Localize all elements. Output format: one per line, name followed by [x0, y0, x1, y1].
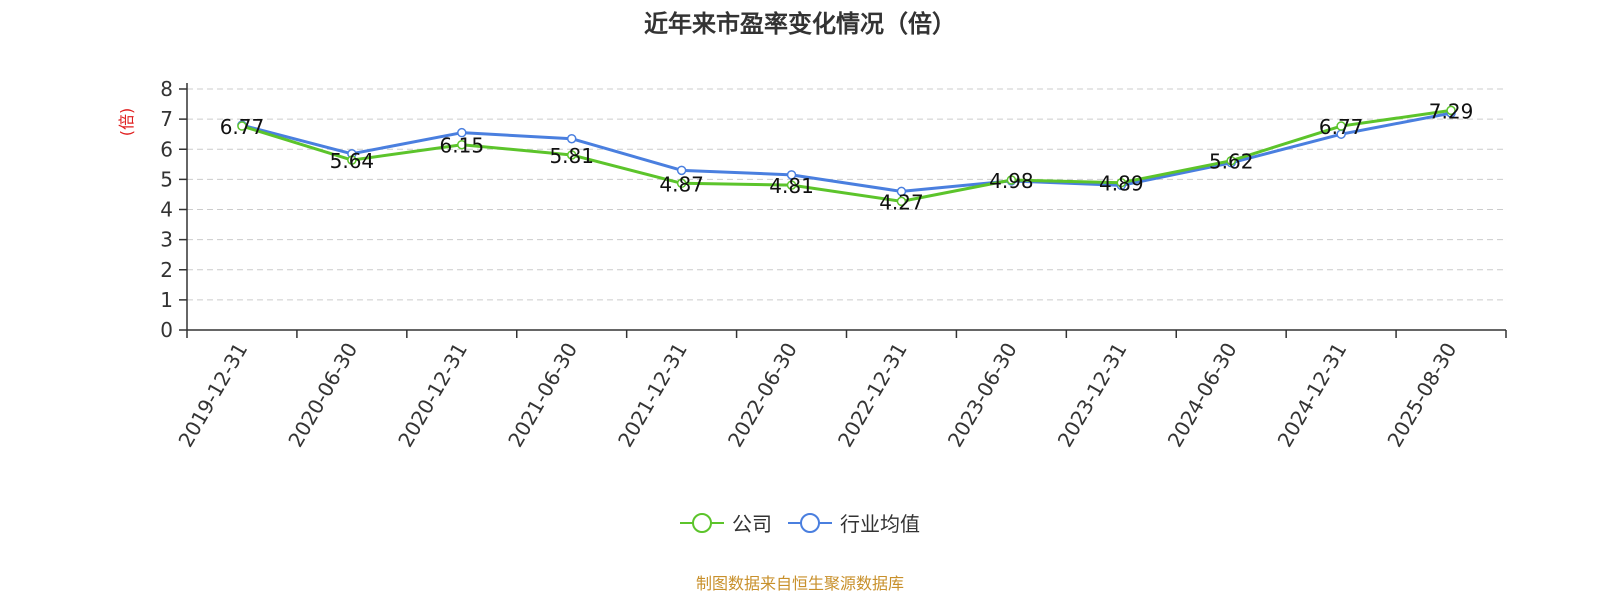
data-label: 6.77: [1319, 115, 1364, 139]
x-tick-label: 2025-08-30: [1382, 339, 1461, 452]
x-tick-label: 2022-06-30: [723, 339, 802, 452]
legend-item-industry-average[interactable]: 行业均值: [788, 508, 920, 537]
data-label: 5.81: [549, 144, 594, 168]
data-label: 6.15: [440, 134, 485, 158]
data-point-company: [786, 180, 797, 190]
y-tick-label: 7: [160, 107, 173, 131]
legend-label-industry-average: 行业均值: [840, 512, 920, 536]
y-tick-label: 4: [160, 198, 173, 222]
data-label: 4.98: [989, 169, 1034, 193]
x-tick-label: 2020-12-31: [393, 339, 472, 452]
data-label: 7.29: [1429, 99, 1474, 123]
data-point-industry-average: [786, 170, 797, 180]
data-point-company: [237, 121, 247, 131]
data-label: 4.81: [769, 174, 814, 198]
y-tick-label: 2: [160, 258, 173, 282]
y-tick-label: 5: [160, 167, 173, 191]
y-tick-label: 1: [160, 288, 173, 312]
data-label: 4.89: [1099, 172, 1144, 196]
data-label: 5.64: [330, 149, 375, 173]
data-point-company: [1226, 155, 1236, 166]
x-tick-label: 2021-06-30: [503, 339, 582, 452]
x-tick-label: 2023-06-30: [943, 339, 1022, 452]
y-tick-label: 3: [160, 228, 173, 252]
data-point-company: [1006, 175, 1017, 185]
source-note: 制图数据来自恒生聚源数据库: [695, 574, 904, 593]
x-tick-label: 2020-06-30: [283, 339, 362, 452]
data-point-industry-average: [676, 165, 687, 176]
data-point-company: [1116, 177, 1127, 188]
data-point-industry-average: [457, 127, 467, 138]
legend-label-company: 公司: [732, 512, 772, 536]
data-point-industry-average: [896, 186, 907, 197]
legend-marker-industry-average: [788, 512, 832, 533]
y-tick-label: 8: [160, 77, 173, 101]
data-point-company: [566, 150, 577, 160]
x-tick-label: 2024-06-30: [1163, 339, 1242, 452]
data-label: 6.77: [220, 115, 265, 139]
chart-title: 近年来市盈率变化情况（倍）: [644, 10, 956, 38]
series-line-company: [241, 108, 1452, 203]
data-point-company: [457, 139, 467, 150]
data-point-company: [347, 155, 357, 165]
data-label: 4.27: [879, 190, 924, 214]
x-tick-label: 2024-12-31: [1273, 339, 1352, 452]
legend-item-company[interactable]: 公司: [680, 508, 772, 537]
series-line-industry-average: [241, 111, 1452, 193]
data-label: 4.87: [659, 172, 704, 196]
y-axis-title: (倍): [117, 108, 136, 137]
y-tick-label: 6: [160, 137, 173, 161]
legend-marker-company: [680, 512, 724, 533]
x-tick-label: 2021-12-31: [613, 339, 692, 452]
y-tick-label: 0: [160, 318, 173, 342]
data-point-industry-average: [566, 133, 577, 144]
x-tick-label: 2019-12-31: [173, 339, 252, 452]
data-label: 5.62: [1209, 150, 1254, 174]
x-tick-label: 2023-12-31: [1053, 339, 1132, 452]
x-tick-label: 2022-12-31: [833, 339, 912, 452]
legend: 公司 行业均值: [0, 508, 1600, 537]
data-point-company: [896, 196, 907, 207]
data-point-company: [1336, 121, 1346, 131]
data-point-company: [1446, 105, 1456, 116]
data-point-company: [676, 178, 687, 189]
